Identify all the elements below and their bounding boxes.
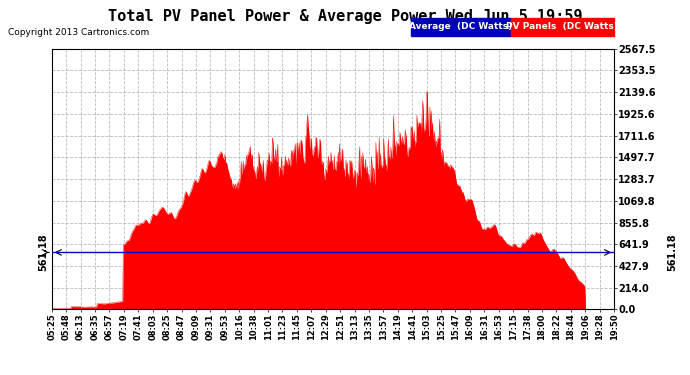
Text: Average  (DC Watts): Average (DC Watts) — [409, 22, 512, 31]
Text: PV Panels  (DC Watts): PV Panels (DC Watts) — [506, 22, 618, 31]
Text: 561.18: 561.18 — [39, 234, 48, 271]
Text: Copyright 2013 Cartronics.com: Copyright 2013 Cartronics.com — [8, 28, 150, 37]
Text: Total PV Panel Power & Average Power Wed Jun 5 19:59: Total PV Panel Power & Average Power Wed… — [108, 9, 582, 24]
Text: 561.18: 561.18 — [668, 234, 678, 271]
